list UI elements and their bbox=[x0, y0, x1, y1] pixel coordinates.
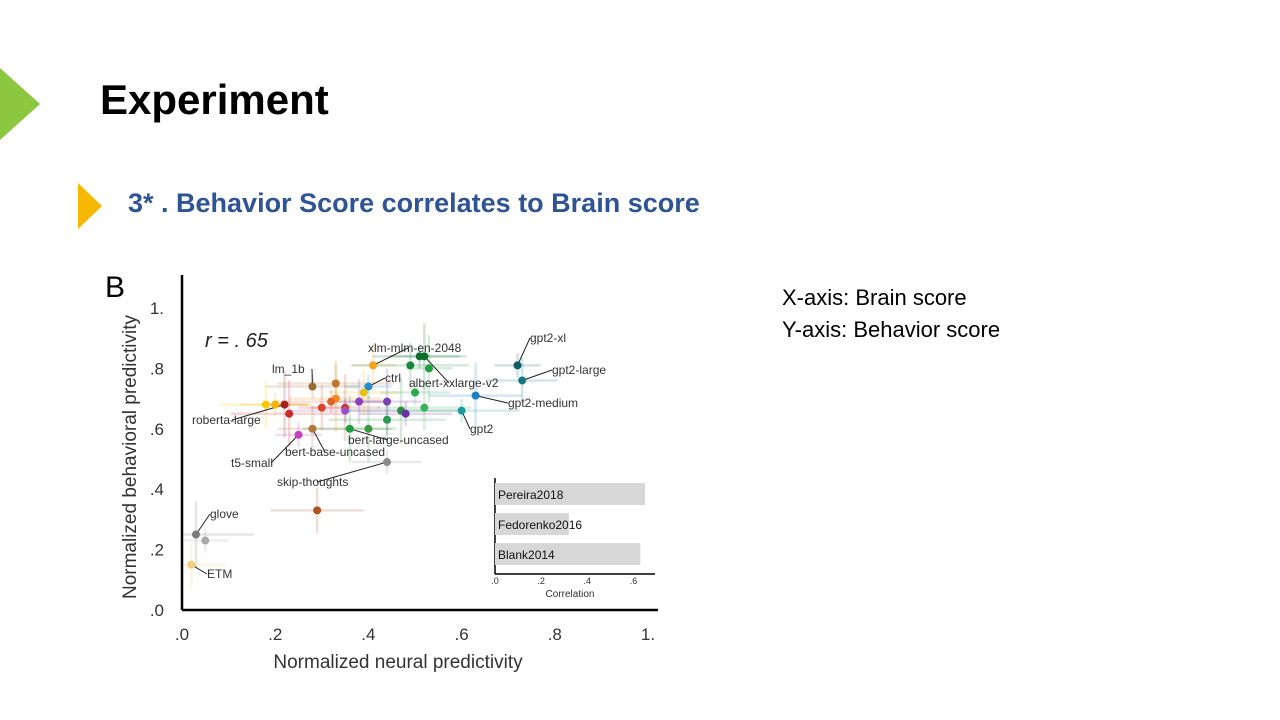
data-point bbox=[518, 376, 527, 385]
leader-line bbox=[270, 434, 299, 464]
x-axis-label: Normalized neural predictivity bbox=[273, 652, 523, 673]
point-label: lm_1b bbox=[272, 362, 305, 376]
point-label: gpt2 bbox=[470, 422, 494, 436]
data-point bbox=[327, 397, 336, 406]
data-point bbox=[331, 379, 340, 388]
point-label: ctrl bbox=[385, 371, 401, 385]
inset-x-tick-label: .4 bbox=[584, 576, 592, 586]
leader-line bbox=[522, 369, 553, 381]
correlation-annotation: r = . 65 bbox=[205, 330, 269, 352]
x-tick-label: .8 bbox=[548, 625, 562, 644]
leader-line bbox=[316, 461, 388, 483]
data-point bbox=[187, 560, 196, 569]
data-point bbox=[471, 391, 480, 400]
data-point bbox=[401, 409, 410, 418]
data-point bbox=[420, 403, 429, 412]
data-point bbox=[271, 400, 280, 409]
point-label: skip-thoughts bbox=[277, 475, 348, 489]
data-point bbox=[383, 458, 392, 467]
inset-bar-label: Fedorenko2016 bbox=[498, 518, 582, 532]
data-point bbox=[406, 361, 415, 370]
data-point bbox=[261, 400, 270, 409]
y-tick-label: .2 bbox=[150, 541, 164, 560]
inset-x-tick-label: .2 bbox=[537, 576, 545, 586]
data-point bbox=[364, 424, 373, 433]
data-point bbox=[383, 397, 392, 406]
data-point bbox=[355, 397, 364, 406]
data-point bbox=[411, 388, 419, 397]
point-label: gpt2-large bbox=[552, 363, 606, 377]
note-y-axis: Y-axis: Behavior score bbox=[782, 317, 1001, 342]
data-point bbox=[285, 409, 294, 418]
data-points bbox=[187, 352, 527, 569]
data-point bbox=[424, 364, 433, 373]
x-tick-labels: .0 .2 .4 .6 .8 1. bbox=[175, 625, 655, 644]
point-label: glove bbox=[210, 507, 239, 521]
y-tick-label: .6 bbox=[150, 420, 164, 439]
inset-bar bbox=[495, 483, 645, 505]
inset-bar-label: Pereira2018 bbox=[498, 488, 564, 502]
point-label: bert-large-uncased bbox=[348, 433, 449, 447]
point-label: albert-xxlarge-v2 bbox=[409, 376, 499, 390]
data-point bbox=[308, 382, 317, 391]
data-point bbox=[308, 424, 317, 433]
x-tick-label: .2 bbox=[268, 625, 282, 644]
data-point bbox=[280, 400, 289, 409]
leader-line bbox=[312, 428, 326, 453]
y-tick-label: .8 bbox=[150, 359, 164, 378]
leader-line bbox=[372, 347, 409, 366]
y-tick-label: .4 bbox=[150, 480, 164, 499]
inset-bar-chart: Pereira2018 Fedorenko2016 Blank2014 .0 .2 .4… bbox=[491, 478, 655, 600]
leader-line bbox=[475, 395, 509, 404]
inset-x-tick-label: .6 bbox=[630, 576, 638, 586]
leader-line bbox=[517, 337, 531, 366]
x-tick-label: .0 bbox=[175, 625, 189, 644]
data-point bbox=[317, 403, 326, 412]
point-label: xlm-mlm-en-2048 bbox=[368, 341, 462, 355]
inset-bar bbox=[495, 513, 569, 535]
y-tick-label: 1. bbox=[150, 299, 164, 318]
y-axis-label: Normalized behavioral predictivity bbox=[120, 314, 141, 599]
data-point bbox=[383, 415, 392, 424]
data-point bbox=[341, 406, 350, 415]
scatter-chart: B gpt2-xl gpt2-large gpt2-medium gpt2 xlm-ml… bbox=[105, 271, 658, 673]
data-point bbox=[364, 382, 373, 391]
axis-notes: X-axis: Brain score Y-axis: Behavior sco… bbox=[782, 282, 1000, 346]
y-tick-labels: .0 .2 .4 .6 .8 1. bbox=[150, 299, 164, 620]
point-label: bert-base-uncased bbox=[285, 445, 385, 459]
point-label: t5-small bbox=[231, 456, 273, 470]
slide-subtitle: 3* . Behavior Score correlates to Brain … bbox=[128, 188, 700, 218]
panel-label: B bbox=[105, 271, 125, 304]
point-labels: gpt2-xl gpt2-large gpt2-medium gpt2 xlm-mlm-… bbox=[192, 331, 606, 581]
data-point bbox=[201, 536, 210, 545]
x-tick-label: .6 bbox=[455, 625, 469, 644]
point-label: ETM bbox=[207, 567, 232, 581]
inset-bar bbox=[495, 543, 641, 565]
point-label: gpt2-xl bbox=[530, 331, 566, 345]
leader-line bbox=[423, 355, 450, 384]
inset-bar-label: Blank2014 bbox=[498, 548, 555, 562]
data-point bbox=[191, 530, 200, 539]
data-point bbox=[359, 388, 368, 397]
data-point bbox=[415, 352, 424, 361]
bullet-triangle bbox=[78, 183, 102, 229]
note-x-axis: X-axis: Brain score bbox=[782, 285, 967, 310]
leader-line bbox=[195, 513, 211, 535]
data-point bbox=[457, 406, 466, 415]
data-point bbox=[513, 361, 522, 370]
data-point bbox=[294, 430, 303, 439]
point-label: gpt2-medium bbox=[508, 396, 578, 410]
leader-line bbox=[349, 428, 389, 441]
x-tick-label: .4 bbox=[361, 625, 375, 644]
inset-x-tick-label: .0 bbox=[491, 576, 499, 586]
slide-title: Experiment bbox=[100, 76, 329, 123]
accent-triangle bbox=[0, 68, 40, 140]
data-point bbox=[369, 361, 378, 370]
x-tick-label: 1. bbox=[641, 625, 655, 644]
y-tick-label: .0 bbox=[150, 601, 164, 620]
inset-x-label: Correlation bbox=[546, 589, 595, 600]
data-point bbox=[313, 506, 322, 515]
point-label: roberta-large bbox=[192, 413, 261, 427]
data-point bbox=[345, 424, 354, 433]
